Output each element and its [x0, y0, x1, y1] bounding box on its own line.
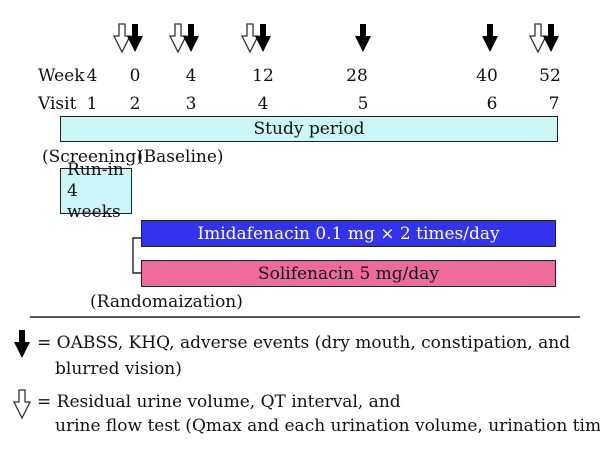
runin-line2: 4 weeks	[67, 180, 121, 222]
filled-arrow-week52	[543, 24, 559, 52]
week-value: 40	[476, 66, 498, 86]
visit-value: 3	[185, 94, 197, 114]
study-period-label: Study period	[253, 119, 365, 139]
open-arrow-week0	[113, 23, 131, 53]
randomization-bracket	[132, 237, 141, 274]
filled-arrow-week40	[482, 24, 498, 52]
solifenacin-label: Solifenacin 5 mg/day	[257, 263, 440, 284]
week-label: Week	[38, 66, 85, 86]
legend-open-line1: = Residual urine volume, QT interval, an…	[37, 392, 401, 412]
week-value: 0	[129, 66, 141, 86]
legend-open-arrow-icon	[13, 389, 31, 419]
visit-value: 2	[129, 94, 141, 114]
open-arrow-week12	[241, 23, 259, 53]
visit-value: 4	[257, 94, 269, 114]
imidafenacin-label: Imidafenacin 0.1 mg × 2 times/day	[197, 223, 500, 244]
week-value: 12	[252, 66, 274, 86]
screening-label: (Screening)	[42, 147, 143, 167]
runin-line1: Run-in	[67, 159, 124, 180]
visit-value: 5	[357, 94, 369, 114]
week-value: 4	[86, 66, 98, 86]
filled-arrow-week28	[355, 24, 371, 52]
week-value: 4	[185, 66, 197, 86]
week-value: 52	[539, 66, 561, 86]
legend-filled-line1: = OABSS, KHQ, adverse events (dry mouth,…	[37, 333, 571, 353]
visit-value: 7	[548, 94, 560, 114]
legend-open-line2: urine flow test (Qmax and each urination…	[55, 416, 600, 436]
baseline-label: (Baseline)	[137, 147, 224, 167]
runin-box: Run-in 4 weeks	[60, 160, 132, 222]
filled-arrow-week12	[255, 24, 271, 52]
imidafenacin-arm-bar: Imidafenacin 0.1 mg × 2 times/day	[141, 220, 556, 247]
legend-filled-line2: blurred vision)	[55, 359, 182, 379]
visit-value: 1	[86, 94, 98, 114]
week-value: 28	[346, 66, 368, 86]
legend-filled-arrow-icon	[14, 330, 30, 358]
open-arrow-week4	[169, 23, 187, 53]
open-arrow-week52	[529, 23, 547, 53]
randomization-label: (Randomaization)	[90, 292, 243, 312]
filled-arrow-week4	[183, 24, 199, 52]
solifenacin-arm-bar: Solifenacin 5 mg/day	[141, 260, 556, 287]
filled-arrow-week0	[127, 24, 143, 52]
study-period-bar: Study period	[60, 116, 558, 142]
visit-label: Visit	[38, 94, 77, 114]
visit-value: 6	[486, 94, 498, 114]
